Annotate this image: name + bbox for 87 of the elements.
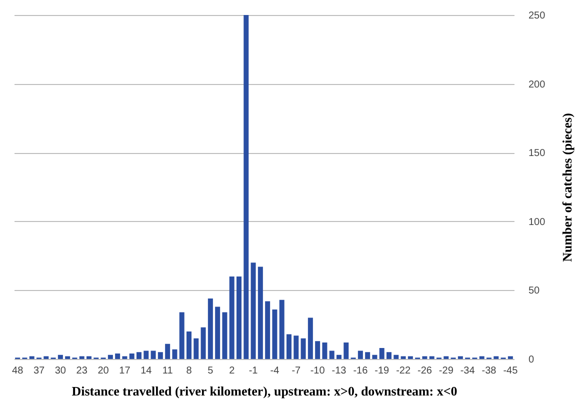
y-tick-label: 150: [528, 148, 546, 160]
bar: [250, 262, 256, 359]
bar: [186, 331, 192, 359]
bar: [144, 350, 149, 359]
x-tick-label: -4: [270, 366, 280, 376]
x-tick-label: -26: [417, 366, 432, 376]
y-tick-label: 0: [528, 354, 534, 366]
bar: [279, 300, 284, 359]
bar: [122, 356, 128, 359]
bar: [358, 350, 363, 359]
x-tick-label: -29: [438, 366, 454, 376]
bar: [58, 354, 63, 359]
x-tick-label: -19: [374, 366, 390, 376]
bar: [150, 350, 156, 359]
x-tick-label: -16: [353, 366, 368, 376]
bar: [129, 353, 134, 359]
x-tick-label: -38: [482, 366, 497, 376]
x-tick-label: -13: [332, 366, 347, 376]
x-tick-label: 20: [98, 366, 110, 376]
x-tick-label: -22: [396, 366, 411, 376]
bar: [65, 356, 70, 359]
bar: [200, 327, 206, 359]
y-tick-label: 250: [528, 10, 546, 22]
bar: [294, 336, 299, 359]
bar: [115, 353, 120, 359]
bar: [158, 352, 163, 359]
y-axis-title: Number of catches (pieces): [560, 113, 574, 262]
bar: [494, 356, 499, 359]
bar: [79, 356, 84, 359]
bar: [508, 356, 513, 359]
bar: [458, 356, 463, 359]
bar: [172, 349, 178, 359]
bar: [208, 298, 213, 359]
bar: [236, 276, 242, 359]
x-axis-title: Distance travelled (river kilometer), upstream: x>0, downstream: x<0: [72, 384, 458, 398]
bar: [315, 341, 320, 359]
x-tick-label: 2: [229, 366, 236, 376]
bar: [400, 356, 406, 359]
bar: [300, 338, 306, 359]
bar: [194, 338, 199, 359]
bar: [222, 312, 228, 359]
bar: [108, 354, 113, 359]
bar: [165, 344, 170, 359]
bar: [422, 356, 428, 359]
bar: [229, 276, 234, 359]
bar: [286, 334, 292, 359]
bar: [329, 350, 334, 359]
x-tick-label: 37: [33, 366, 45, 376]
x-tick-label: -10: [310, 366, 326, 376]
bar: [372, 354, 378, 359]
x-tick-label: 48: [12, 366, 24, 376]
bar: [215, 306, 220, 359]
y-tick-label: 100: [528, 216, 546, 228]
bar: [244, 15, 249, 359]
x-tick-label: 23: [76, 366, 88, 376]
bar: [308, 318, 313, 359]
bar: [386, 352, 392, 359]
x-tick-label: 17: [119, 366, 131, 376]
bar: [479, 356, 484, 359]
bar: [408, 356, 413, 359]
bar: [44, 356, 49, 359]
bar: [136, 352, 142, 359]
y-tick-label: 50: [528, 286, 540, 297]
bar: [272, 309, 278, 359]
x-tick-label: 14: [140, 366, 152, 376]
bar: [344, 342, 349, 359]
x-tick-label: 30: [54, 366, 66, 376]
bar: [394, 354, 399, 359]
bar: [444, 356, 449, 359]
bar: [429, 356, 434, 359]
x-tick-label: 11: [162, 366, 174, 376]
bar: [336, 354, 342, 359]
bar: [322, 342, 328, 359]
x-tick-label: -1: [248, 366, 258, 376]
x-tick-label: 5: [208, 366, 214, 376]
bar: [379, 348, 384, 359]
x-tick-label: 8: [186, 366, 192, 376]
bar: [265, 301, 270, 359]
bar: [365, 352, 370, 359]
y-tick-label: 200: [528, 79, 546, 90]
bar: [258, 266, 263, 359]
x-tick-label: -34: [460, 366, 476, 376]
x-tick-label: -45: [503, 366, 518, 376]
bar: [29, 356, 34, 359]
x-tick-label: -7: [292, 366, 302, 376]
bar: [179, 312, 184, 359]
bar: [86, 356, 92, 359]
